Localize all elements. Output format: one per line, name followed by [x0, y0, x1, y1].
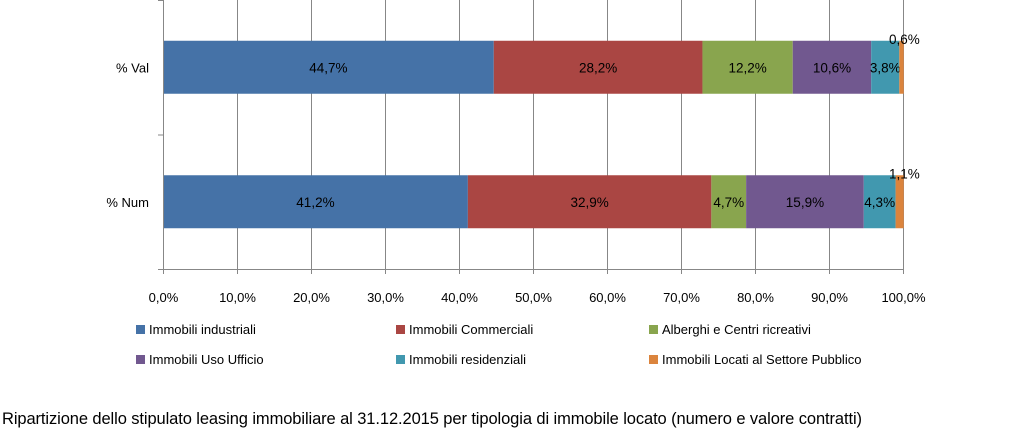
- data-label: 3,8%: [870, 60, 901, 75]
- legend-item: Immobili Locati al Settore Pubblico: [649, 352, 861, 367]
- x-tick-label: 0,0%: [149, 290, 179, 305]
- legend-swatch: [649, 355, 658, 364]
- chart-caption: Ripartizione dello stipulato leasing imm…: [2, 410, 862, 428]
- legend-item: Immobili Uso Ufficio: [136, 352, 264, 367]
- data-label: 1,1%: [889, 166, 920, 181]
- x-tick-label: 80,0%: [737, 290, 774, 305]
- legend-swatch: [649, 325, 658, 334]
- x-tick-label: 40,0%: [441, 290, 478, 305]
- bar-segment: [163, 40, 494, 94]
- legend-item: Alberghi e Centri ricreativi: [649, 322, 811, 337]
- data-label: 12,2%: [728, 60, 766, 75]
- legend-label: Immobili Uso Ufficio: [149, 352, 264, 367]
- legend-swatch: [396, 325, 405, 334]
- bar-segment: [702, 40, 793, 94]
- y-category-label: % Val: [116, 60, 149, 75]
- data-label: 41,2%: [296, 195, 334, 210]
- data-label: 4,3%: [864, 195, 895, 210]
- bar-segment: [899, 40, 904, 94]
- data-label: 0,6%: [889, 32, 920, 47]
- data-label: 10,6%: [813, 60, 851, 75]
- legend-item: Immobili industriali: [136, 322, 256, 337]
- bar-segment: [467, 175, 712, 229]
- bar-segment: [711, 175, 747, 229]
- legend-label: Immobili industriali: [149, 322, 256, 337]
- legend-label: Alberghi e Centri ricreativi: [662, 322, 811, 337]
- x-tick-label: 100,0%: [881, 290, 926, 305]
- data-label: 15,9%: [786, 195, 824, 210]
- bar-segment: [163, 175, 468, 229]
- legend-swatch: [136, 325, 145, 334]
- legend-item: Immobili residenziali: [396, 352, 526, 367]
- y-category-label: % Num: [106, 195, 149, 210]
- data-label: 44,7%: [309, 60, 347, 75]
- legend-item: Immobili Commerciali: [396, 322, 533, 337]
- x-tick-label: 50,0%: [515, 290, 552, 305]
- legend-label: Immobili Locati al Settore Pubblico: [662, 352, 862, 367]
- bar-segment: [871, 40, 900, 94]
- bar-segment: [792, 40, 872, 94]
- x-tick-label: 90,0%: [811, 290, 848, 305]
- data-label: 32,9%: [570, 195, 608, 210]
- x-tick-label: 20,0%: [293, 290, 330, 305]
- bar-segment: [493, 40, 703, 94]
- data-label: 28,2%: [579, 60, 617, 75]
- x-tick-label: 60,0%: [589, 290, 626, 305]
- bar-segment: [895, 175, 904, 229]
- legend-swatch: [136, 355, 145, 364]
- bar-segment: [746, 175, 864, 229]
- x-tick-label: 30,0%: [367, 290, 404, 305]
- x-tick-label: 70,0%: [663, 290, 700, 305]
- legend-label: Immobili residenziali: [409, 352, 527, 367]
- data-label: 4,7%: [713, 195, 744, 210]
- x-tick-label: 10,0%: [219, 290, 256, 305]
- legend-swatch: [396, 355, 405, 364]
- stacked-bar-chart: 0,0% 10,0% 20,0% 30,0% 40,0% 50,0% 60,0% 70,0% 8…: [106, 0, 926, 305]
- legend-label: Immobili Commerciali: [409, 322, 534, 337]
- bar-segment: [863, 175, 896, 229]
